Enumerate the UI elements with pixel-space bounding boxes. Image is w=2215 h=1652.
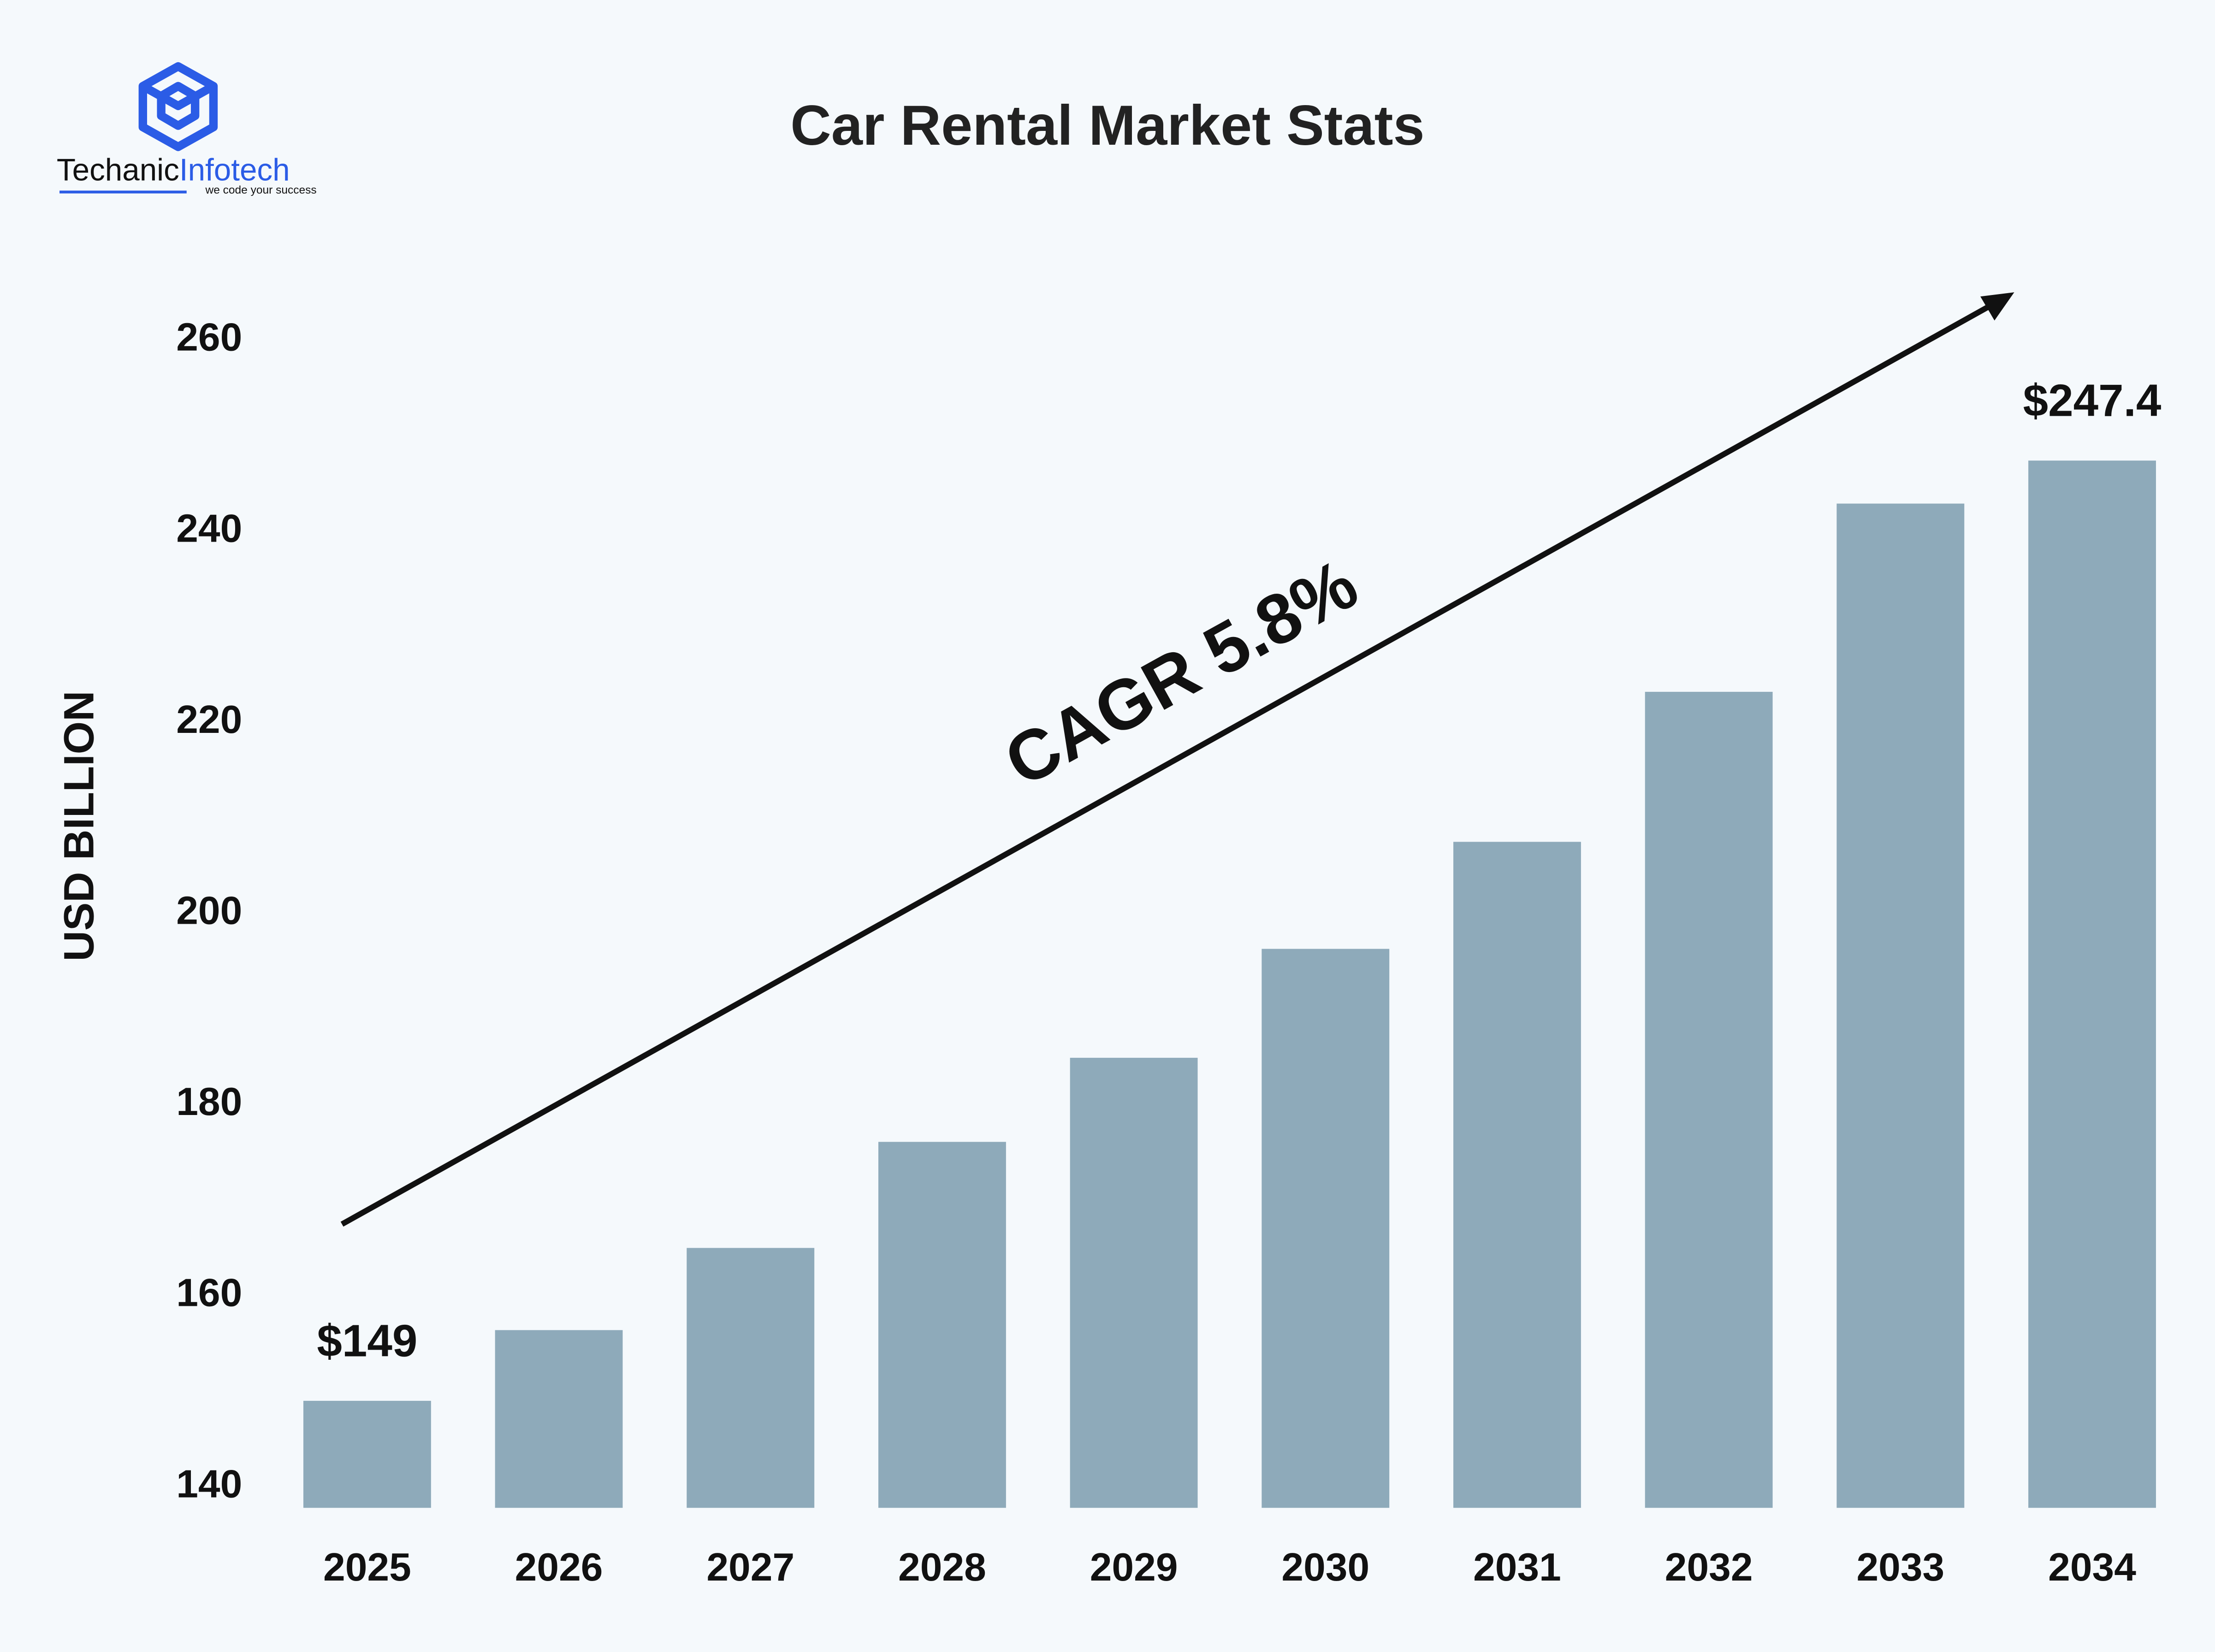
logo-name-b: Infotech [179, 153, 290, 188]
bar [1261, 949, 1390, 1508]
bar [878, 1142, 1006, 1508]
x-tick-label: 2031 [1473, 1545, 1561, 1589]
y-tick-label: 220 [176, 697, 242, 742]
y-tick-label: 160 [176, 1271, 242, 1315]
bar [2028, 460, 2156, 1508]
x-tick-label: 2030 [1281, 1545, 1369, 1589]
y-tick-label: 200 [176, 888, 242, 932]
logo-name-a: Techanic [57, 153, 179, 188]
logo-tagline: we code your success [205, 184, 317, 196]
y-tick-label: 260 [176, 315, 242, 360]
y-tick-label: 240 [176, 506, 242, 550]
y-tick-label: 140 [176, 1462, 242, 1506]
bar [495, 1330, 623, 1508]
value-label: $149 [317, 1315, 417, 1366]
x-tick-label: 2027 [706, 1545, 794, 1589]
value-label: $247.4 [2023, 375, 2162, 426]
logo-name: TechanicInfotech [57, 153, 290, 188]
trend-arrow-head [1980, 292, 2014, 321]
bar [1645, 691, 1773, 1508]
x-tick-label: 2029 [1090, 1545, 1178, 1589]
y-axis-label: USD BILLION [55, 691, 102, 962]
logo-icon [138, 62, 218, 151]
bar [1453, 842, 1581, 1508]
x-tick-label: 2033 [1856, 1545, 1944, 1589]
bar [1836, 503, 1965, 1508]
bar [687, 1248, 815, 1508]
bar [303, 1401, 431, 1508]
chart-title: Car Rental Market Stats [790, 94, 1424, 157]
x-tick-label: 2032 [1665, 1545, 1753, 1589]
x-tick-label: 2025 [323, 1545, 411, 1589]
trend-arrow [340, 302, 1993, 1227]
x-tick-label: 2034 [2048, 1545, 2136, 1589]
bar [1070, 1057, 1198, 1508]
x-tick-label: 2026 [515, 1545, 603, 1589]
x-tick-label: 2028 [898, 1545, 986, 1589]
y-tick-label: 180 [176, 1080, 242, 1124]
